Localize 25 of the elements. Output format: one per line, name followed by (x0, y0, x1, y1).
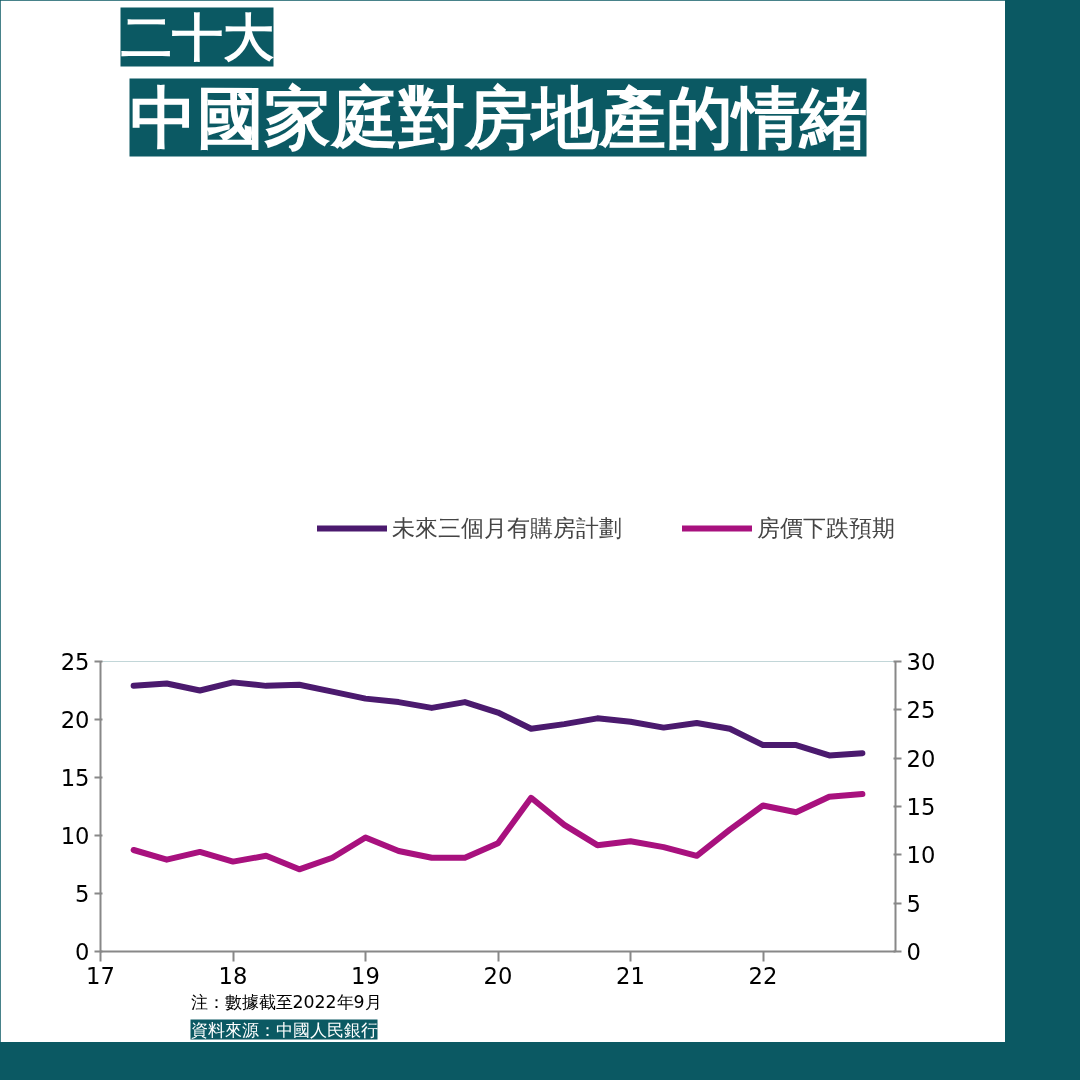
y2-tick-label: 15 (906, 794, 936, 820)
x-tick-label: 19 (351, 962, 380, 989)
chart-subtitle: 二十大 (120, 7, 274, 67)
source-note: 資料來源：中國人民銀行 (190, 1019, 378, 1040)
y-tick-label: 20 (60, 707, 90, 733)
x-tick-label: 22 (748, 962, 778, 989)
y-tick-label: 5 (75, 881, 90, 907)
x-tick-label: 20 (483, 962, 513, 989)
y-tick-label: 0 (75, 939, 90, 965)
x-tick-label: 17 (86, 962, 115, 989)
y-tick-label: 25 (60, 649, 90, 675)
y2-tick-label: 20 (906, 745, 936, 772)
legend-label: 房價下跌預期 (757, 513, 895, 543)
legend-label: 未來三個月有購房計劃 (392, 513, 622, 543)
y2-tick-label: 25 (906, 697, 936, 724)
x-tick-label: 21 (616, 962, 645, 989)
y2-tick-label: 5 (906, 890, 921, 917)
y-tick-label: 15 (60, 765, 90, 791)
y-tick-label: 10 (60, 823, 90, 849)
y2-tick-label: 10 (906, 842, 936, 869)
y2-tick-label: 0 (906, 939, 921, 965)
x-tick-label: 18 (218, 962, 248, 989)
chart-title: 中國家庭對房地產的情緒 (129, 78, 867, 157)
y2-tick-label: 30 (906, 649, 936, 675)
text: 注：數據截至2022年9月 (190, 991, 382, 1012)
